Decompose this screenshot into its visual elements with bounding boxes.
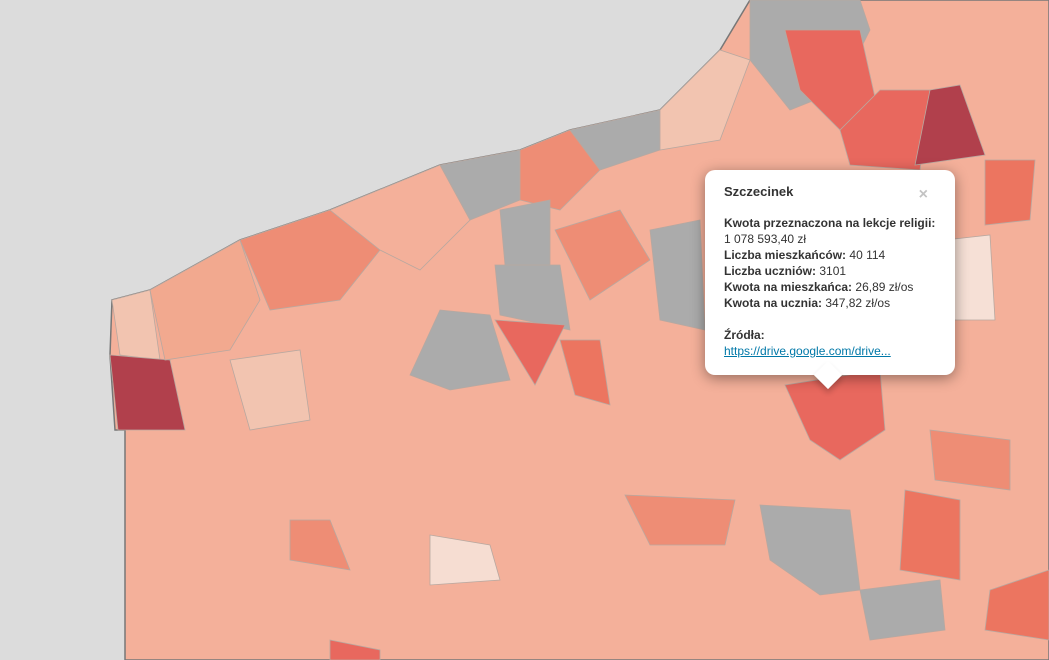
close-button[interactable]: × — [918, 186, 928, 203]
sources-label: Źródła: — [724, 328, 765, 342]
popup-title: Szczecinek — [724, 184, 794, 199]
region[interactable] — [109, 354, 186, 431]
region[interactable] — [899, 489, 961, 581]
field: Kwota na mieszkańca: 26,89 zł/os — [724, 279, 936, 295]
field: Kwota na ucznia: 347,82 zł/os — [724, 295, 936, 311]
region[interactable] — [559, 339, 611, 406]
popup: × Szczecinek Kwota przeznaczona na lekcj… — [705, 170, 955, 390]
region[interactable] — [519, 129, 601, 211]
region[interactable] — [659, 49, 751, 151]
region[interactable] — [759, 504, 861, 596]
region[interactable] — [984, 159, 1036, 226]
field-label: Liczba mieszkańców: — [724, 248, 847, 262]
field-label: Liczba uczniów: — [724, 264, 817, 278]
region[interactable] — [239, 209, 381, 311]
region[interactable] — [409, 309, 511, 391]
field-value: 40 114 — [849, 248, 886, 262]
field-value: 3101 — [819, 264, 847, 278]
region[interactable] — [624, 494, 736, 546]
region[interactable] — [289, 519, 351, 571]
field-label: Kwota na mieszkańca: — [724, 280, 853, 294]
region[interactable] — [329, 164, 471, 271]
region[interactable] — [229, 349, 311, 431]
field: Kwota przeznaczona na lekcje religii: 1 0… — [724, 215, 936, 247]
field-value: 1 078 593,40 zł — [724, 232, 807, 246]
region[interactable] — [839, 89, 931, 171]
field: Liczba uczniów: 3101 — [724, 263, 936, 279]
source-link[interactable]: https://drive.google.com/drive... — [724, 344, 891, 358]
region[interactable] — [494, 264, 571, 331]
region[interactable] — [499, 199, 551, 271]
region[interactable] — [149, 239, 261, 361]
region[interactable] — [429, 534, 501, 586]
region[interactable] — [914, 84, 986, 166]
field-value: 347,82 zł/os — [825, 296, 891, 310]
field: Liczba mieszkańców: 40 114 — [724, 247, 936, 263]
region[interactable] — [329, 639, 381, 660]
region[interactable] — [554, 209, 651, 301]
region[interactable] — [929, 429, 1011, 491]
region[interactable] — [494, 319, 566, 386]
field-label: Kwota przeznaczona na lekcje religii: — [724, 216, 936, 230]
popup-content: × Szczecinek Kwota przeznaczona na lekcj… — [724, 184, 936, 359]
sources: Źródła: https://drive.google.com/drive... — [724, 327, 936, 359]
field-value: 26,89 zł/os — [855, 280, 914, 294]
region[interactable] — [859, 579, 946, 641]
region[interactable] — [984, 569, 1049, 641]
field-label: Kwota na ucznia: — [724, 296, 823, 310]
